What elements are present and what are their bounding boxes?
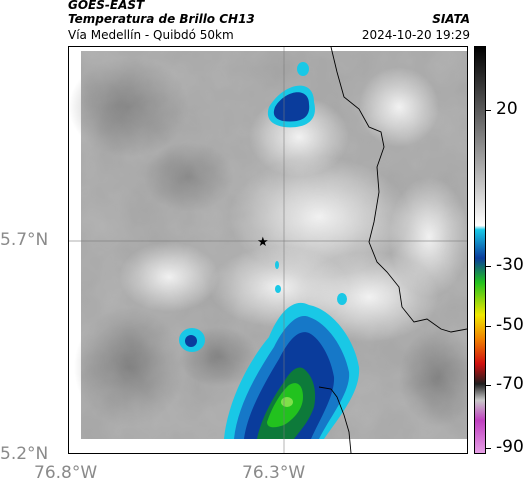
location-star-icon: ★ <box>257 235 269 250</box>
route-subtitle: Vía Medellín - Quibdó 50km <box>68 28 234 42</box>
timestamp-label: 2024-10-20 19:29 <box>361 28 470 42</box>
colorbar-label-3: -50 <box>496 315 524 335</box>
colorbar-tick <box>486 266 491 267</box>
map-canvas: ★ <box>69 47 467 453</box>
organization-label: SIATA <box>432 12 470 26</box>
product-title: Temperatura de Brillo CH13 <box>68 12 255 26</box>
satellite-map[interactable]: ★ <box>68 46 468 454</box>
lon-label-2: 76.3°W <box>242 463 306 483</box>
storm-cell-east <box>337 293 347 305</box>
lon-label-1: 76.8°W <box>34 463 98 483</box>
lat-label-2: 5.2°N <box>0 444 49 464</box>
colorbar-label-4: -70 <box>496 374 524 394</box>
colorbar <box>474 46 486 454</box>
colorbar-label-5: -90 <box>496 437 524 457</box>
lat-label-1: 5.7°N <box>0 230 49 250</box>
satellite-name: GOES-EAST <box>68 0 145 12</box>
department-boundary <box>330 47 467 333</box>
storm-cell-north <box>267 62 315 128</box>
storm-cell-south <box>224 302 360 439</box>
colorbar-tick <box>486 448 491 449</box>
colorbar-tick <box>486 110 491 111</box>
colorbar-gradient <box>475 47 485 453</box>
colorbar-tick <box>486 385 491 386</box>
colorbar-label-1: 20 <box>496 99 518 119</box>
colorbar-label-2: -30 <box>496 255 524 275</box>
colorbar-tick <box>486 326 491 327</box>
